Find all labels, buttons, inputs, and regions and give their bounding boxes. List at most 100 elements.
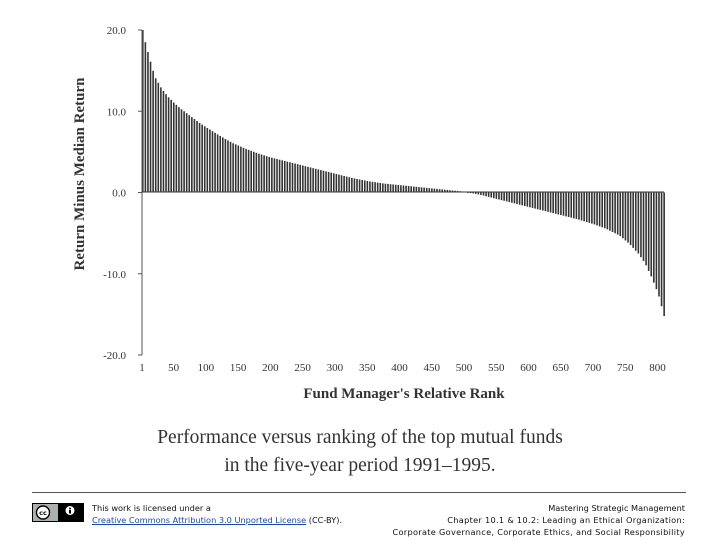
creative-commons-by-icon[interactable]: cc [32,503,84,522]
bar-52 [276,159,278,193]
bar-24 [203,126,206,193]
bar-6 [157,82,160,193]
bar-57 [289,162,291,193]
bar-114 [436,188,438,193]
bar-68 [317,169,320,193]
bar-139 [500,192,503,201]
bar-0 [142,30,144,193]
bar-69 [320,170,322,193]
chapter-line: Chapter 10.1 & 10.2: Leading an Ethical … [447,515,685,525]
bar-136 [493,192,495,199]
bar-166 [570,192,573,218]
bar-50 [271,157,273,193]
bar-90 [374,182,376,193]
bar-49 [268,156,271,193]
bar-153 [536,192,539,210]
bar-5 [154,78,157,193]
bar-38 [240,146,242,193]
bar-183 [614,192,616,234]
bar-181 [609,192,611,231]
bar-18 [188,115,191,193]
y-tick-label-3: -10.0 [103,269,126,281]
bar-196 [647,192,650,271]
bar-72 [327,172,330,193]
bar-172 [585,192,588,223]
bar-195 [645,192,647,266]
license-link[interactable]: Creative Commons Attribution 3.0 Unporte… [92,515,307,525]
bar-17 [185,113,188,193]
bar-28 [214,132,216,193]
bar-88 [369,181,371,193]
bar-155 [542,192,544,211]
bar-133 [485,192,487,197]
x-tick-label-4: 200 [262,362,279,374]
bar-169 [578,192,580,220]
x-tick-label-2: 100 [198,362,215,374]
bar-67 [314,168,317,193]
bar-98 [394,184,397,193]
bar-89 [371,181,374,193]
bar-77 [340,175,343,193]
bar-158 [549,192,552,213]
bar-62 [302,165,304,193]
bar-137 [495,192,498,199]
bar-131 [480,192,482,195]
bar-102 [405,185,407,193]
bar-177 [598,192,601,227]
bar-35 [232,143,234,193]
bar-164 [565,192,567,217]
bar-190 [632,192,634,248]
bar-15 [180,109,183,193]
bar-75 [335,173,338,193]
bar-152 [534,192,536,209]
bar-85 [361,179,363,193]
bar-134 [487,192,490,197]
bar-118 [446,189,449,193]
bar-2 [147,51,149,193]
x-tick-label-9: 450 [423,362,440,374]
bar-8 [162,90,165,193]
bar-79 [345,176,348,193]
bar-198 [653,192,655,283]
bar-179 [603,192,606,229]
bar-80 [348,177,351,193]
bar-21 [196,121,198,193]
bar-175 [593,192,596,225]
bar-197 [650,192,653,277]
bar-201 [660,192,663,307]
bar-30 [219,135,222,193]
bar-32 [224,138,227,193]
bar-165 [567,192,570,218]
bar-47 [263,155,265,193]
bar-group [142,30,665,316]
license-line: Creative Commons Attribution 3.0 Unporte… [92,515,342,525]
bar-103 [407,186,410,193]
bar-202 [663,192,665,316]
chart-svg: 20.010.00.0-10.0-20.0 1 50 100 150 200 250 300… [72,25,666,402]
x-tick-label-7: 350 [359,362,376,374]
bar-7 [160,87,162,193]
bar-82 [353,178,356,193]
bar-74 [332,173,335,193]
bar-71 [325,171,327,193]
bar-33 [227,140,229,193]
bar-11 [170,99,172,193]
y-tick-label-4: -20.0 [103,350,126,362]
bar-40 [245,148,247,193]
bar-154 [539,192,542,210]
bar-173 [588,192,591,223]
x-tick-label-6: 300 [327,362,344,374]
bar-117 [443,189,446,193]
y-axis-label: Return Minus Median Return [72,77,88,271]
bar-86 [363,180,366,193]
bar-189 [629,192,632,246]
bar-110 [425,187,428,193]
bar-14 [178,107,180,193]
bar-128 [472,192,474,194]
bar-16 [183,111,185,193]
bar-130 [477,192,480,195]
bar-111 [428,188,431,193]
bar-44 [255,152,258,193]
bar-66 [312,168,314,193]
bar-78 [343,175,345,193]
